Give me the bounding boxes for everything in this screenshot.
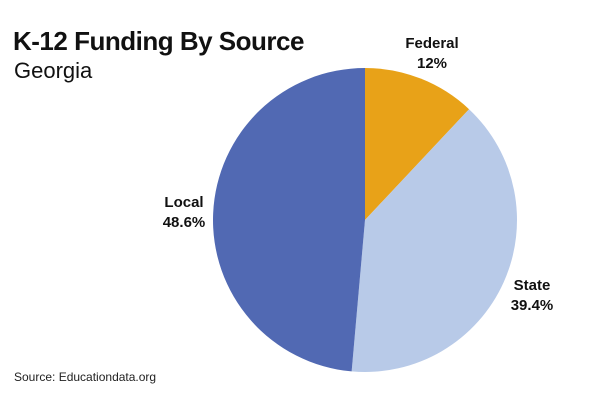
pie-slice-federal: [365, 68, 470, 220]
slice-label-local: Local: [164, 194, 203, 211]
source-note: Source: Educationdata.org: [14, 370, 157, 384]
chart-title: K-12 Funding By Source: [13, 26, 304, 56]
pie-slice-state: [351, 109, 517, 373]
slice-label-state: State: [514, 277, 551, 294]
pie-slice-local: [212, 68, 365, 372]
slice-value-local: 48.6%: [163, 214, 206, 231]
slice-label-federal: Federal: [405, 35, 458, 52]
slice-value-state: 39.4%: [511, 297, 554, 314]
pie-labels: Federal 12% State 39.4% Local 48.6%: [163, 35, 554, 314]
pie-slices: [212, 68, 517, 373]
slice-value-federal: 12%: [417, 55, 447, 72]
chart-subtitle: Georgia: [14, 58, 93, 83]
